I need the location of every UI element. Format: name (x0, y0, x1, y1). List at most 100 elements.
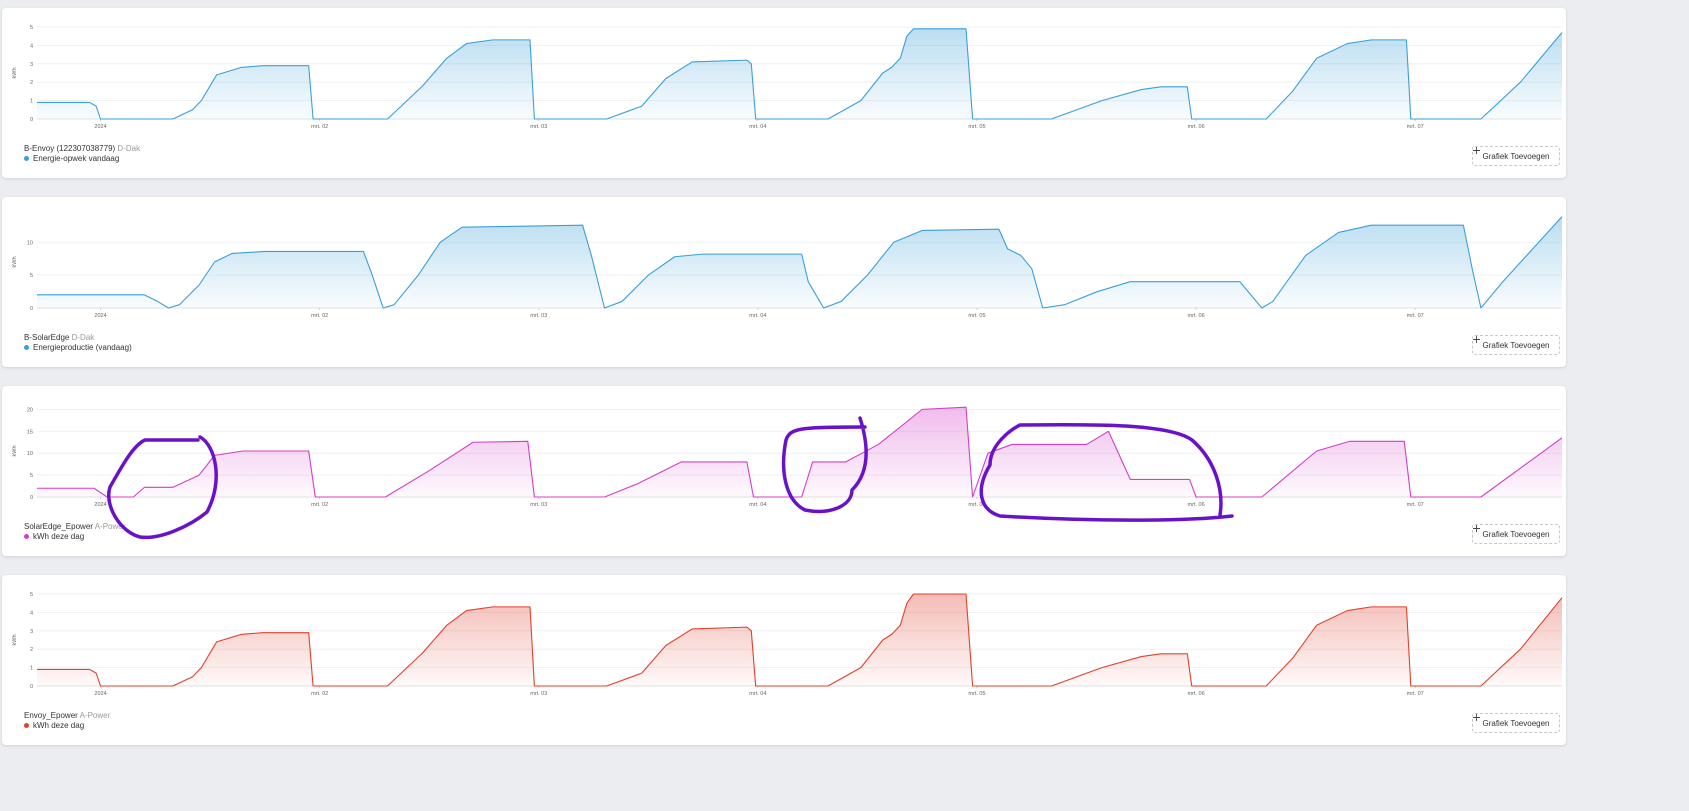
area (37, 216, 1562, 308)
x-tick-label: mrt. 07 (1407, 691, 1424, 697)
y-tick-label: 10 (27, 451, 33, 457)
x-tick-label: mrt. 07 (1407, 313, 1424, 319)
x-tick-label: mrt. 06 (1188, 313, 1205, 319)
x-tick-label: mrt. 02 (311, 691, 328, 697)
x-tick-label: mrt. 07 (1407, 502, 1424, 508)
y-axis-label: kWh (12, 446, 18, 457)
x-tick-label: mrt. 06 (1188, 691, 1205, 697)
y-tick-label: 15 (27, 429, 33, 435)
x-tick-label: mrt. 04 (749, 502, 766, 508)
chart-card: 0 5 10 kWh 2024 mrt. 02 mrt. 03 mrt. 04 mrt. 05 m… (2, 197, 1566, 367)
device-subtitle: D-Dak (117, 144, 141, 153)
add-chart-button[interactable]: Grafiek Toevoegen (1472, 335, 1560, 355)
legend-dot (24, 156, 29, 162)
legend: SolarEdge_Epower A-Power kWh deze dag (24, 522, 125, 542)
y-axis-label: kWh (12, 257, 18, 268)
x-tick-label: mrt. 02 (311, 124, 328, 130)
device-title: B-SolarEdge (24, 333, 70, 342)
y-tick-label: 4 (30, 610, 33, 616)
legend-dot (24, 534, 29, 540)
button-label: Grafiek Toevoegen (1482, 718, 1550, 728)
button-label: Grafiek Toevoegen (1482, 151, 1550, 161)
add-chart-button[interactable]: Grafiek Toevoegen (1472, 713, 1560, 733)
x-tick-label: mrt. 06 (1188, 502, 1205, 508)
add-chart-button[interactable]: Grafiek Toevoegen (1472, 146, 1560, 166)
plus-glyph (1473, 525, 1480, 532)
plus-icon (1473, 147, 1480, 154)
chart: 0 1 2 3 4 5 kWh 2024 mrt. 02 mrt. 03 mrt. 04 mrt. 0… (12, 592, 1563, 697)
y-tick-label: 3 (30, 629, 33, 635)
device-subtitle: D-Dak (71, 333, 95, 342)
x-tick-label: mrt. 03 (530, 691, 547, 697)
y-tick-label: 0 (30, 684, 33, 690)
legend-header: Envoy_Epower A-Power (24, 711, 110, 721)
legend-label: Energie-opwek vandaag (33, 154, 120, 163)
line (37, 593, 1563, 687)
chart-card: 0 5 10 15 20 kWh 2024 mrt. 02 mrt. 03 mrt. 04 mrt.… (2, 386, 1566, 556)
legend-dot (24, 723, 29, 729)
y-tick-label: 5 (30, 592, 33, 598)
chart-card: 0 1 2 3 4 5 kWh 2024 mrt. 02 mrt. 03 mrt. 04 mrt. 0… (2, 8, 1566, 178)
x-tick-label: mrt. 03 (530, 502, 547, 508)
x-tick-label: 2024 (94, 313, 106, 319)
legend-dot (24, 345, 29, 351)
x-tick-label: mrt. 06 (1188, 124, 1205, 130)
chart: 0 1 2 3 4 5 kWh 2024 mrt. 02 mrt. 03 mrt. 04 mrt. 0… (12, 25, 1563, 130)
legend: B-Envoy (122307038779) D-Dak Energie-opwe… (24, 144, 140, 164)
area (37, 28, 1562, 120)
legend-header: B-SolarEdge D-Dak (24, 333, 132, 343)
x-tick-label: mrt. 05 (968, 691, 985, 697)
legend-entry: kWh deze dag (24, 532, 125, 542)
legend: B-SolarEdge D-Dak Energieproductie (vanda… (24, 333, 132, 353)
legend-label: Energieproductie (vandaag) (33, 343, 132, 352)
y-tick-label: 3 (30, 62, 33, 68)
x-tick-label: mrt. 03 (530, 313, 547, 319)
plus-icon (1473, 525, 1480, 532)
y-tick-label: 1 (30, 666, 33, 672)
legend-entry: kWh deze dag (24, 721, 110, 731)
y-tick-label: 10 (27, 240, 33, 246)
y-tick-label: 5 (30, 273, 33, 279)
x-tick-label: mrt. 04 (749, 691, 766, 697)
plus-glyph (1473, 336, 1480, 343)
chart: 0 5 10 kWh 2024 mrt. 02 mrt. 03 mrt. 04 mrt. 05 m… (12, 216, 1563, 319)
y-tick-label: 0 (30, 306, 33, 312)
y-axis-label: kWh (12, 68, 18, 79)
x-tick-label: mrt. 03 (530, 124, 547, 130)
x-tick-label: 2024 (94, 124, 106, 130)
x-tick-label: mrt. 05 (968, 124, 985, 130)
x-tick-label: mrt. 04 (749, 313, 766, 319)
legend-label: kWh deze dag (33, 532, 85, 541)
device-subtitle: A-Power (79, 711, 111, 720)
plus-icon (1473, 336, 1480, 343)
x-tick-label: mrt. 02 (311, 502, 328, 508)
y-tick-label: 2 (30, 80, 33, 86)
plus-glyph (1473, 147, 1480, 154)
area (37, 594, 1562, 686)
add-chart-button[interactable]: Grafiek Toevoegen (1472, 524, 1560, 544)
device-subtitle: A-Power (94, 522, 126, 531)
y-tick-label: 5 (30, 473, 33, 479)
button-label: Grafiek Toevoegen (1482, 340, 1550, 350)
plus-glyph (1473, 714, 1480, 721)
x-tick-label: mrt. 05 (968, 313, 985, 319)
device-title: B-Envoy (122307038779) (24, 144, 116, 153)
device-title: SolarEdge_Epower (24, 522, 93, 531)
y-tick-label: 2 (30, 647, 33, 653)
chart: 0 5 10 15 20 kWh 2024 mrt. 02 mrt. 03 mrt. 04 mrt.… (12, 406, 1563, 508)
y-tick-label: 20 (27, 407, 33, 413)
line (37, 216, 1563, 309)
line (37, 28, 1563, 120)
chart-card: 0 1 2 3 4 5 kWh 2024 mrt. 02 mrt. 03 mrt. 04 mrt. 0… (2, 575, 1566, 745)
x-tick-label: 2024 (94, 691, 106, 697)
y-tick-label: 1 (30, 99, 33, 105)
plus-icon (1473, 714, 1480, 721)
area (37, 407, 1562, 497)
x-tick-label: mrt. 05 (968, 502, 985, 508)
y-tick-label: 0 (30, 495, 33, 501)
y-tick-label: 0 (30, 117, 33, 123)
x-tick-label: mrt. 04 (749, 124, 766, 130)
legend-header: B-Envoy (122307038779) D-Dak (24, 144, 140, 154)
device-title: Envoy_Epower (24, 711, 78, 720)
